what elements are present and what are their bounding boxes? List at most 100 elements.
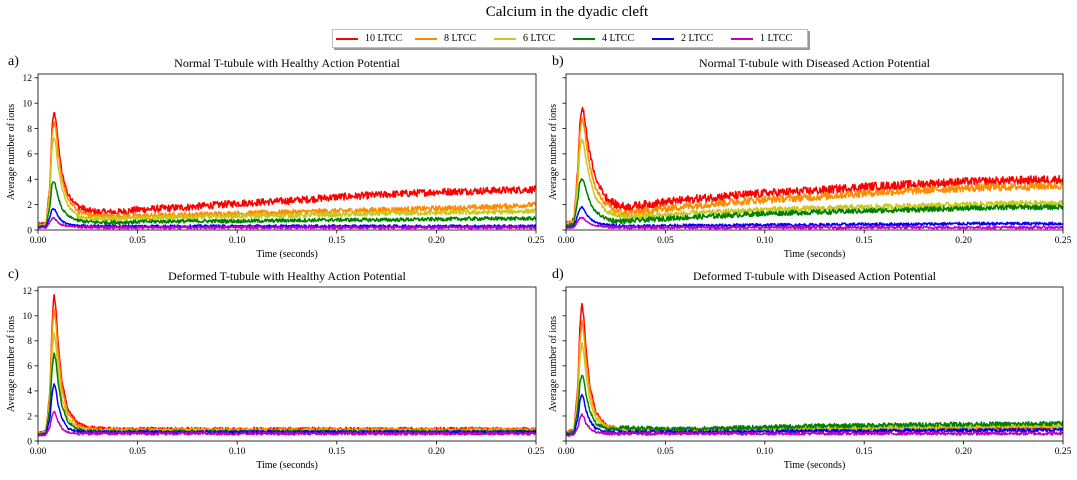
x-tick-label: 0.05 [657,447,674,457]
legend-swatch [573,38,595,40]
panel: 0.00 0.05 0.10 0.15 0.20 0.25 0 2 4 6 8 10 12 Normal … [6,54,545,260]
x-tick-label: 0.20 [955,447,972,457]
panel-label: d) [552,267,564,282]
series-group [566,106,1063,230]
series-group [38,293,536,437]
legend-swatch [336,38,358,40]
legend-label: 2 LTCC [681,33,714,44]
legend-swatch [731,38,753,40]
series-line [566,374,1063,436]
series-line [566,216,1063,230]
y-tick-label: 0 [27,226,32,236]
x-tick-label: 0.10 [229,236,246,246]
legend-swatch [652,38,674,40]
plot-frame [565,73,1064,231]
x-axis-label: Time (seconds) [256,460,318,471]
series-line [38,293,536,435]
x-tick-label: 0.15 [328,447,345,457]
y-tick-label: 12 [23,287,33,297]
y-axis-label: Average number of ions [548,316,559,412]
series-line [566,302,1063,434]
panel-title: Deformed T-tubule with Diseased Action P… [693,269,937,283]
series-line [566,342,1063,435]
legend-label: 1 LTCC [760,33,793,44]
panel-title: Normal T-tubule with Diseased Action Pot… [699,56,931,70]
panel: 0.00 0.05 0.10 0.15 0.20 0.25 0 2 4 6 8 10 12 Deforme… [6,267,545,471]
legend-label: 6 LTCC [523,33,556,44]
series-line [566,178,1063,228]
series-line [38,216,536,230]
panel: 0.00 0.05 0.10 0.15 0.20 0.25 Deformed T-tubul… [548,267,1072,471]
plot-frame [565,286,1064,442]
y-tick-label: 10 [23,312,33,322]
y-tick-label: 6 [27,362,32,372]
x-tick-label: 0.25 [1055,447,1072,457]
y-tick-label: 0 [27,437,32,447]
x-tick-label: 0.05 [657,236,674,246]
legend-label: 4 LTCC [602,33,635,44]
x-tick-label: 0.15 [328,236,345,246]
series-line [566,138,1063,226]
plot-frame [37,73,537,231]
series-line [38,308,536,435]
x-tick-label: 0.10 [756,236,773,246]
series-line [566,413,1063,437]
series-line [38,111,536,227]
series-group [566,302,1063,437]
y-axis-label: Average number of ions [6,316,17,412]
x-tick-label: 0.00 [30,447,47,457]
panel-label: a) [8,54,19,69]
panel-title: Normal T-tubule with Healthy Action Pote… [174,56,400,70]
x-axis-label: Time (seconds) [784,460,846,471]
panel-label: c) [8,267,19,282]
legend-label: 8 LTCC [444,33,477,44]
x-tick-label: 0.15 [856,447,873,457]
x-tick-label: 0.10 [229,447,246,457]
x-tick-label: 0.00 [558,236,575,246]
panel-title: Deformed T-tubule with Healthy Action Po… [168,269,406,283]
series-line [566,106,1063,226]
x-tick-label: 0.15 [856,236,873,246]
x-tick-label: 0.20 [428,447,445,457]
y-tick-label: 2 [27,201,32,211]
legend-swatch [415,38,437,40]
x-tick-label: 0.05 [129,236,146,246]
x-tick-label: 0.20 [955,236,972,246]
x-tick-label: 0.25 [1055,236,1072,246]
x-axis-label: Time (seconds) [784,249,846,260]
y-axis-label: Average number of ions [6,104,17,200]
y-tick-label: 4 [27,176,32,186]
series-line [566,319,1063,434]
series-line [38,120,536,228]
y-tick-label: 6 [27,150,32,160]
x-tick-label: 0.20 [428,236,445,246]
x-tick-label: 0.10 [756,447,773,457]
x-tick-label: 0.00 [558,447,575,457]
x-tick-label: 0.05 [129,447,146,457]
legend: 10 LTCC 8 LTCC 6 LTCC 4 LTCC 2 LTCC 1 LTCC [332,29,808,48]
y-tick-label: 8 [27,125,32,135]
x-tick-label: 0.00 [30,236,47,246]
series-line [38,410,536,437]
series-line [566,117,1063,226]
series-line [38,352,536,436]
y-tick-label: 8 [27,337,32,347]
series-line [38,181,536,229]
legend-swatch [494,38,516,40]
x-tick-label: 0.25 [528,236,545,246]
y-tick-label: 2 [27,412,32,422]
y-tick-label: 12 [23,74,33,84]
panel-label: b) [552,54,564,69]
y-tick-label: 4 [27,387,32,397]
y-tick-label: 10 [23,99,33,109]
x-tick-label: 0.25 [528,447,545,457]
legend-label: 10 LTCC [365,33,403,44]
plot-frame [37,286,537,442]
series-line [38,331,536,436]
x-axis-label: Time (seconds) [256,249,318,260]
figure-title: Calcium in the dyadic cleft [485,4,649,20]
series-line [38,136,536,229]
series-group [38,111,536,230]
y-axis-label: Average number of ions [548,104,559,200]
